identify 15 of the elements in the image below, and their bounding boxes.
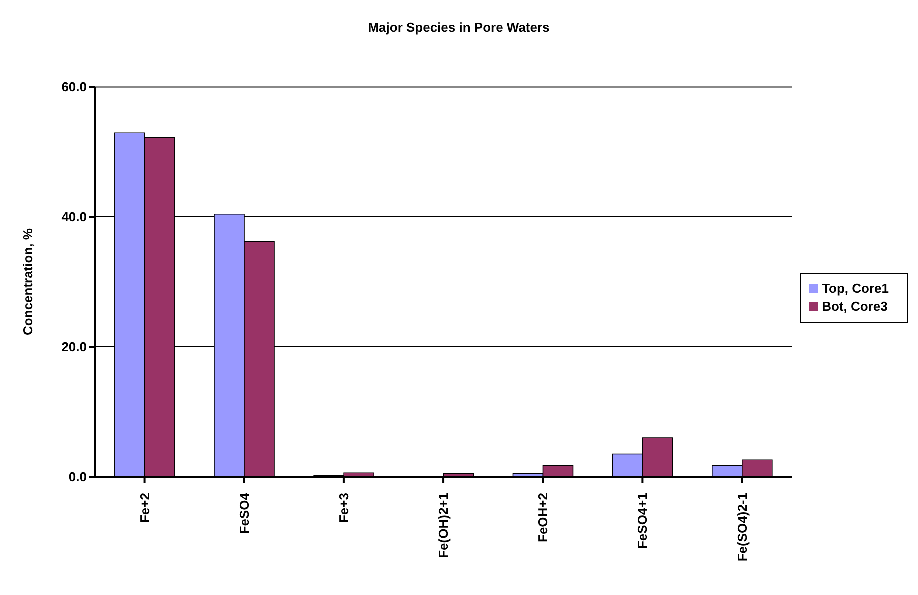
y-tick-label: 60.0 bbox=[62, 80, 87, 95]
x-tick-label: FeSO4+1 bbox=[635, 493, 650, 550]
x-tick-label: Fe+2 bbox=[137, 493, 152, 523]
x-tick-label: Fe(OH)2+1 bbox=[436, 493, 452, 558]
y-tick-label: 40.0 bbox=[62, 210, 87, 225]
x-tick-label: FeSO4 bbox=[236, 492, 252, 534]
y-axis-title: Concentration, % bbox=[20, 228, 36, 336]
legend-label: Bot, Core3 bbox=[822, 298, 888, 314]
x-tick-label: FeOH+2 bbox=[536, 493, 551, 542]
legend-label: Top, Core1 bbox=[822, 280, 889, 296]
y-tick-label: 20.0 bbox=[62, 340, 87, 355]
x-tick-label: Fe+3 bbox=[336, 493, 352, 523]
chart-title: Major Species in Pore Waters bbox=[367, 20, 551, 35]
y-tick-label: 0.0 bbox=[68, 470, 87, 485]
x-tick-label: Fe(SO4)2-1 bbox=[734, 493, 750, 562]
